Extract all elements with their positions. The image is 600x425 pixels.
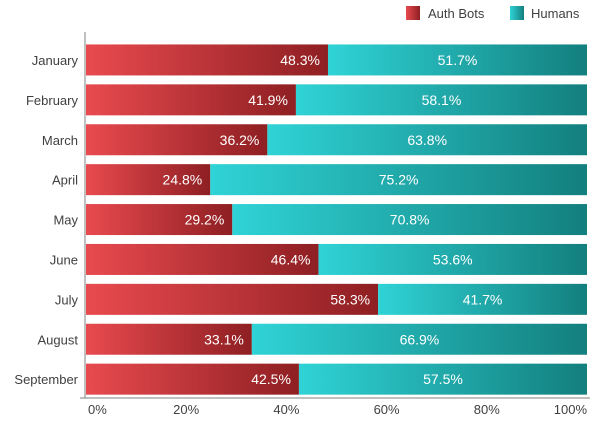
bar-auth-bots bbox=[86, 84, 296, 116]
bar-auth-bots bbox=[86, 164, 211, 196]
category-label: February bbox=[26, 93, 79, 108]
bar-auth-bots bbox=[86, 204, 233, 236]
data-label-auth-bots: 41.9% bbox=[248, 92, 288, 108]
data-label-humans: 75.2% bbox=[379, 172, 419, 188]
bar-auth-bots bbox=[86, 363, 299, 395]
data-label-auth-bots: 33.1% bbox=[204, 331, 244, 347]
bar-auth-bots bbox=[86, 323, 252, 355]
legend-label-auth-bots: Auth Bots bbox=[428, 6, 485, 21]
bar-humans bbox=[295, 84, 587, 116]
bar-auth-bots bbox=[86, 124, 268, 156]
category-label: June bbox=[50, 252, 78, 267]
data-label-humans: 66.9% bbox=[400, 331, 440, 347]
category-labels: January February March April May June July Augu… bbox=[14, 53, 78, 387]
category-label: May bbox=[53, 213, 78, 228]
bar-humans bbox=[318, 243, 587, 275]
bar-auth-bots bbox=[86, 283, 379, 315]
legend-swatch-humans bbox=[510, 6, 524, 20]
category-label: July bbox=[55, 292, 79, 307]
category-label: March bbox=[42, 133, 78, 148]
data-label-humans: 57.5% bbox=[423, 371, 463, 387]
x-tick-label: 40% bbox=[273, 402, 299, 417]
data-label-auth-bots: 48.3% bbox=[280, 52, 320, 68]
category-label: August bbox=[38, 332, 79, 347]
data-label-auth-bots: 58.3% bbox=[330, 291, 370, 307]
data-label-humans: 58.1% bbox=[422, 92, 462, 108]
bars-group: 48.3% 51.7% 41.9% 58.1% 36.2% 63.8% 24.8% 75.2%… bbox=[86, 44, 588, 395]
bar-humans bbox=[210, 164, 588, 196]
category-label: April bbox=[52, 173, 78, 188]
x-tick-label: 100% bbox=[554, 402, 588, 417]
x-tick-label: 0% bbox=[88, 402, 107, 417]
data-label-humans: 63.8% bbox=[407, 132, 447, 148]
data-label-auth-bots: 36.2% bbox=[220, 132, 260, 148]
category-label: January bbox=[32, 53, 79, 68]
category-label: September bbox=[14, 372, 78, 387]
data-label-humans: 51.7% bbox=[438, 52, 478, 68]
x-tick-label: 20% bbox=[173, 402, 199, 417]
bar-humans bbox=[298, 363, 587, 395]
data-label-humans: 70.8% bbox=[390, 212, 430, 228]
x-tick-label: 80% bbox=[474, 402, 500, 417]
data-label-auth-bots: 42.5% bbox=[251, 371, 291, 387]
legend-label-humans: Humans bbox=[531, 6, 580, 21]
legend-swatch-auth-bots bbox=[406, 6, 420, 20]
x-axis-ticks: 0% 20% 40% 60% 80% 100% bbox=[88, 402, 587, 417]
data-label-auth-bots: 24.8% bbox=[163, 172, 203, 188]
data-label-humans: 41.7% bbox=[463, 291, 503, 307]
x-tick-label: 60% bbox=[374, 402, 400, 417]
data-label-auth-bots: 29.2% bbox=[185, 212, 225, 228]
bar-humans bbox=[378, 283, 587, 315]
bar-auth-bots bbox=[86, 243, 319, 275]
legend: Auth Bots Humans bbox=[406, 6, 580, 21]
data-label-humans: 53.6% bbox=[433, 251, 473, 267]
bar-humans bbox=[327, 44, 587, 76]
bar-humans bbox=[251, 323, 587, 355]
bar-auth-bots bbox=[86, 44, 328, 76]
data-label-auth-bots: 46.4% bbox=[271, 251, 311, 267]
bar-humans bbox=[267, 124, 587, 156]
bar-humans bbox=[232, 204, 588, 236]
